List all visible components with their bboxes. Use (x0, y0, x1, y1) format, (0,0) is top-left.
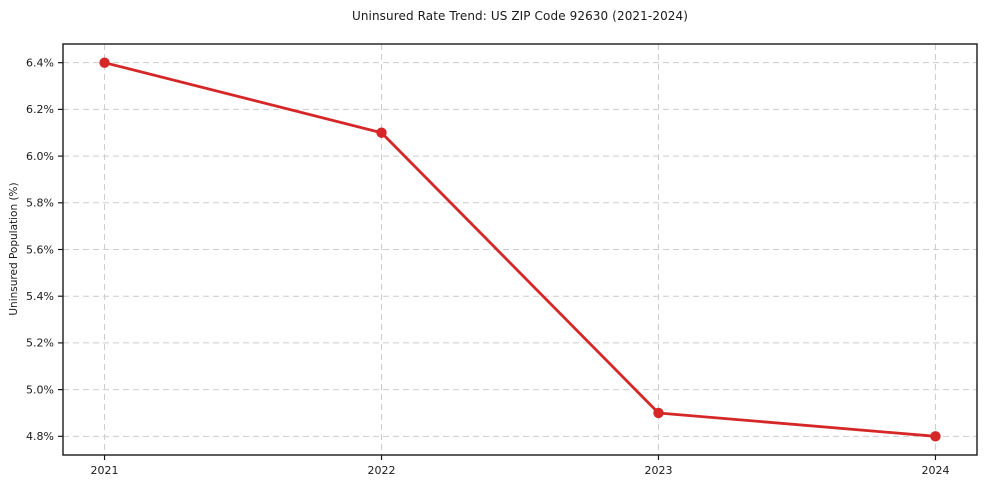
x-tick-label: 2024 (921, 464, 949, 477)
y-tick-label: 5.8% (26, 197, 54, 210)
y-tick-label: 5.4% (26, 290, 54, 303)
y-tick-label: 5.0% (26, 383, 54, 396)
chart-title: Uninsured Rate Trend: US ZIP Code 92630 … (351, 9, 689, 23)
x-tick-label: 2021 (91, 464, 119, 477)
trend-line (103, 61, 937, 438)
data-point-marker (653, 407, 664, 419)
x-tick-label: 2022 (368, 464, 396, 477)
y-tick-label: 6.4% (26, 56, 54, 69)
y-tick-label: 6.2% (26, 103, 54, 116)
data-point-marker (930, 431, 941, 442)
y-tick-label: 5.2% (26, 337, 54, 350)
x-tick-label: 2023 (644, 464, 672, 477)
y-tick-label: 4.8% (26, 430, 54, 443)
y-tick-label: 5.6% (26, 243, 54, 256)
data-point-marker (99, 57, 110, 68)
data-point-marker (376, 127, 387, 138)
plot-area-border (62, 43, 978, 456)
y-tick-label: 6.0% (26, 150, 54, 163)
